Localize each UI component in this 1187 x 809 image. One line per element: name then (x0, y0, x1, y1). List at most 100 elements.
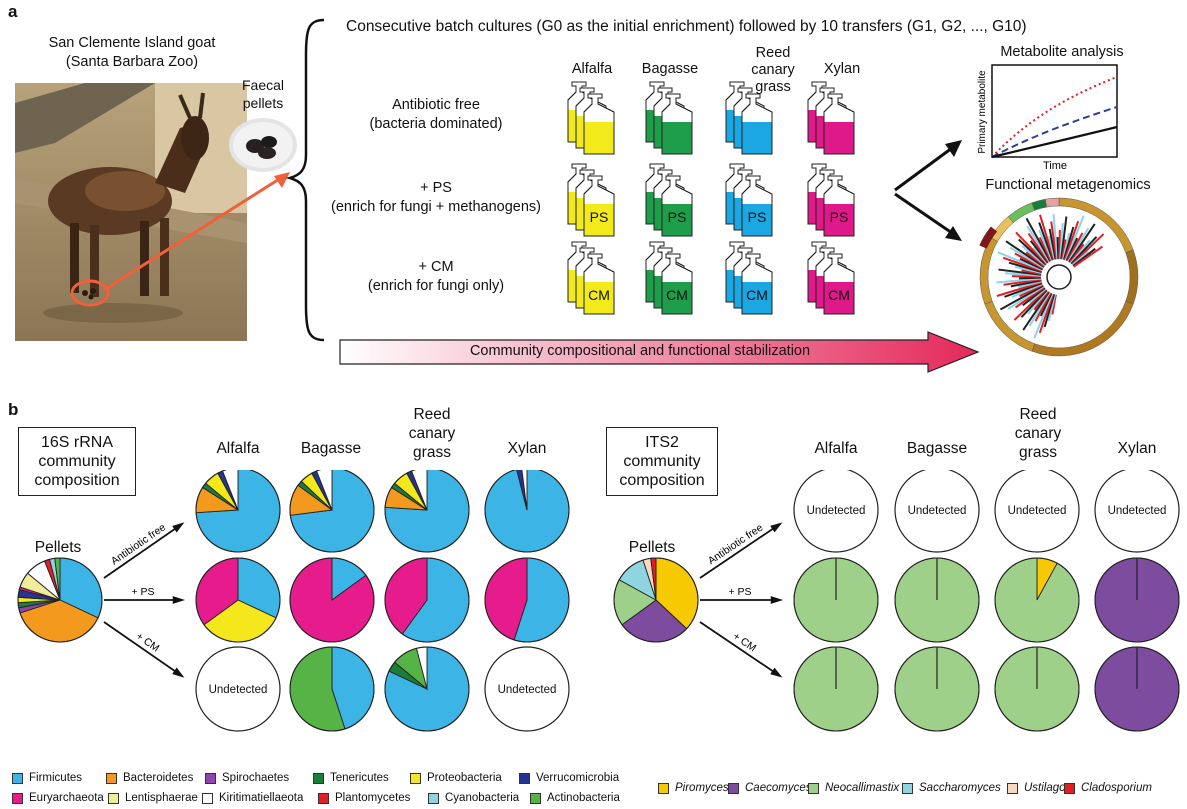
legend-swatch (318, 792, 329, 804)
pie-its2-0-1: Undetected (894, 470, 980, 553)
legend-label: Cladosporium (1081, 782, 1152, 794)
legend-item-cladosporium: Cladosporium (1064, 782, 1152, 794)
condition-2-line2: (enrich for fungi + methanogens) (331, 199, 541, 215)
b-left-col-reed: Reed canary grass (408, 406, 456, 461)
bottle-group-0-1 (645, 81, 693, 155)
pie-empty (484, 646, 570, 732)
stabilization-arrow (339, 331, 980, 373)
tree-branch (1027, 290, 1049, 315)
b-left-pellets-label: Pellets (34, 539, 82, 556)
condition-2-line1: + PS (420, 180, 452, 196)
pie-border (894, 557, 980, 643)
legend-swatch (202, 792, 213, 804)
legend-swatch (728, 782, 739, 794)
tree-branch (1011, 275, 1042, 278)
bottle-group-2-0: CM (567, 241, 615, 315)
legend-swatch (658, 782, 669, 794)
legend-swatch (313, 772, 324, 784)
pie-its2-2-0 (793, 646, 879, 732)
pellets-label-2: pellets (242, 95, 284, 111)
flow-arrowhead (770, 522, 783, 533)
box-its2-text: ITS2 community composition (619, 434, 705, 489)
metabolite-ylabel: Primary metabolite (977, 70, 988, 154)
bottle (661, 93, 693, 155)
goat-title-2: (Santa Barbara Zoo) (65, 54, 199, 70)
flow-arrow-label: + CM (731, 630, 759, 654)
legend-label: Verrucomicrobia (536, 772, 620, 784)
bottle (661, 175, 693, 237)
condition-3-line1: + CM (418, 259, 454, 275)
pie-16s-2-1 (289, 646, 375, 732)
legend-swatch (108, 792, 119, 804)
tree-branch (1069, 239, 1091, 264)
tree-branch (1019, 283, 1044, 298)
bottle-group-2-3: CM (807, 241, 855, 315)
pie-16s-pellets (17, 557, 103, 643)
stabilization-label: Community compositional and functional s… (469, 343, 811, 359)
pie-its2-2-3 (1094, 646, 1180, 732)
legend-item-cyanobacteria: Cyanobacteria (428, 792, 519, 804)
tree-branch (1038, 293, 1055, 334)
legend-swatch (519, 772, 530, 784)
flow-arrow-label: + CM (134, 630, 162, 654)
legend-item-ustilago: Ustilago (1007, 782, 1066, 794)
legend-label: Ustilago (1024, 782, 1066, 794)
tree-branch (1059, 223, 1064, 260)
legend-item-piromyces: Piromyces (658, 782, 729, 794)
legend-item-tenericutes: Tenericutes (313, 772, 389, 784)
culture-bottles: PS PS PS PS CM CM CM CM (567, 81, 855, 315)
pie-16s-2-0: Undetected (195, 646, 281, 732)
b-right-col-xylan: Xylan (1117, 440, 1157, 457)
tree-branch (1067, 227, 1090, 263)
legend-item-verrucomicrobia: Verrucomicrobia (519, 772, 619, 784)
legend-label: Bacteroidetes (123, 772, 194, 784)
pie-its2-2-2 (994, 646, 1080, 732)
legend-label: Euryarchaeota (29, 792, 104, 804)
tree-branch (1027, 233, 1050, 263)
pie-border (195, 470, 281, 553)
pie-its2-1-0 (793, 557, 879, 643)
substrate-label-alfalfa: Alfalfa (571, 61, 613, 77)
bottle-label: CM (746, 287, 768, 303)
legend-item-firmicutes: Firmicutes (12, 772, 82, 784)
bottle-label: PS (590, 209, 609, 225)
pie-border (289, 646, 375, 732)
metabolite-title: Metabolite analysis (1000, 44, 1124, 60)
bottle-group-0-2 (725, 81, 773, 155)
pie-border (384, 646, 470, 732)
metagenomics-title: Functional metagenomics (985, 177, 1151, 193)
tree-branch (1072, 247, 1096, 267)
tree-branch (1009, 246, 1045, 269)
pie-border (484, 470, 570, 553)
tree-branch (1033, 290, 1049, 311)
tree-branch (1026, 225, 1051, 263)
legend-label: Spirochaetes (222, 772, 290, 784)
pie-its2-0-0: Undetected (793, 470, 879, 553)
legend-swatch (205, 772, 216, 784)
panel-b-letter: b (8, 400, 19, 419)
legend-label: Firmicutes (29, 772, 83, 784)
legend-item-lentisphaerae: Lentisphaerae (108, 792, 198, 804)
panel-a-header: Consecutive batch cultures (G0 as the in… (346, 18, 1027, 35)
pie-empty (793, 470, 879, 553)
b-right-pellets-label: Pellets (628, 539, 676, 556)
tree-branch (1038, 237, 1053, 262)
bottle-group-0-0 (567, 81, 615, 155)
pie-border (384, 557, 470, 643)
tree-branch (1069, 243, 1085, 264)
tree-branch (1007, 285, 1045, 310)
tree-branch (1073, 245, 1103, 268)
tree-branch (1021, 245, 1046, 267)
tree-branch (1005, 272, 1042, 277)
tree-ring-segment (979, 237, 998, 305)
tree-branch (1029, 240, 1049, 264)
pie-border (484, 557, 570, 643)
tree-branch (1034, 292, 1052, 322)
box-16s-text: 16S rRNA community composition (34, 434, 120, 489)
flow-arrow-label: Antibiotic free (109, 521, 168, 567)
flow-arrow-right-2 (699, 621, 781, 677)
tree-branch (1061, 239, 1067, 260)
flow-arrow-label: + PS (728, 586, 751, 598)
substrate-label-bagasse: Bagasse (641, 61, 699, 77)
pie-border (894, 646, 980, 732)
